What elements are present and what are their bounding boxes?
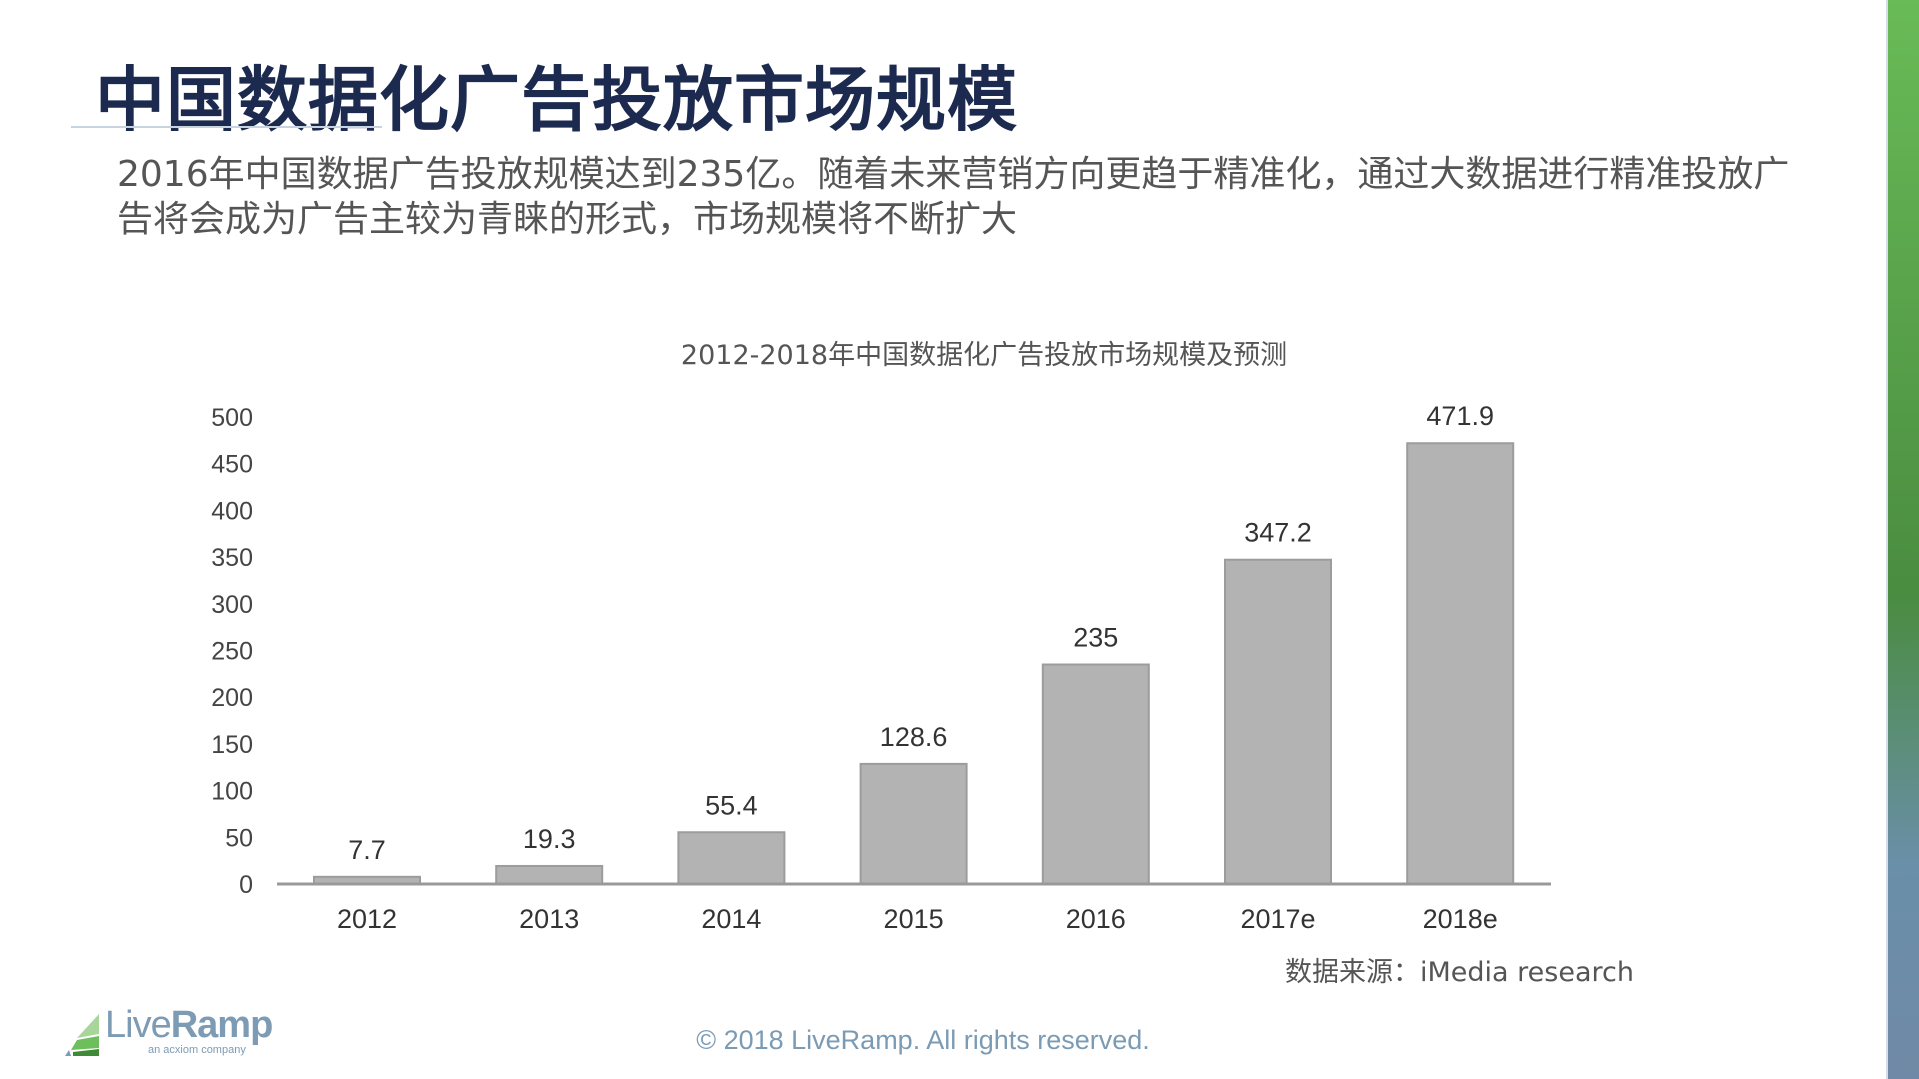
bar-2018e <box>1406 442 1515 885</box>
bar-2013 <box>495 864 604 886</box>
data-source: 数据来源：iMedia research <box>1285 957 1634 988</box>
x-tick-label: 2013 <box>519 904 579 934</box>
liveramp-logo: LiveRamp an acxiom company <box>65 1004 275 1058</box>
logo-tagline: an acxiom company <box>148 1044 246 1056</box>
title-underline <box>71 126 382 128</box>
accent-divider <box>1886 0 1888 1079</box>
logo-wordmark: LiveRamp <box>105 1004 273 1046</box>
x-tick-label: 2018e <box>1423 904 1498 934</box>
x-tick-label: 2017e <box>1240 904 1315 934</box>
data-label: 19.3 <box>523 824 576 854</box>
data-label: 347.2 <box>1244 518 1312 548</box>
data-label: 235 <box>1073 623 1118 653</box>
bar-2015 <box>859 762 968 885</box>
accent-bar <box>1888 0 1919 1079</box>
data-label: 55.4 <box>705 790 758 820</box>
description-text: 2016年中国数据广告投放规模达到235亿。随着未来营销方向更趋于精准化，通过大… <box>117 154 1790 240</box>
x-tick-label: 2015 <box>884 904 944 934</box>
bar-2017e <box>1224 558 1332 885</box>
y-tick-label: 450 <box>211 451 253 479</box>
copyright-text: © 2018 LiveRamp. All rights reserved. <box>696 1025 1150 1055</box>
y-tick-label: 0 <box>239 871 253 899</box>
y-tick-label: 400 <box>211 497 253 525</box>
y-tick-label: 150 <box>211 731 253 759</box>
data-label: 7.7 <box>348 835 386 865</box>
data-label: 128.6 <box>880 722 948 752</box>
y-tick-label: 300 <box>211 591 253 619</box>
x-tick-label: 2016 <box>1066 904 1126 934</box>
y-tick-label: 100 <box>211 778 253 806</box>
y-tick-label: 50 <box>225 824 253 852</box>
bar-2016 <box>1041 663 1150 886</box>
x-tick-label: 2012 <box>337 904 397 934</box>
data-label: 471.9 <box>1426 401 1494 431</box>
y-tick-label: 500 <box>211 404 253 432</box>
x-tick-label: 2014 <box>701 904 761 934</box>
y-tick-label: 250 <box>211 638 253 666</box>
logo-mark-icon <box>65 1014 99 1056</box>
bar-2014 <box>677 831 786 886</box>
chart-title: 2012-2018年中国数据化广告投放市场规模及预测 <box>681 340 1287 371</box>
y-tick-label: 350 <box>211 544 253 572</box>
y-tick-label: 200 <box>211 684 253 712</box>
